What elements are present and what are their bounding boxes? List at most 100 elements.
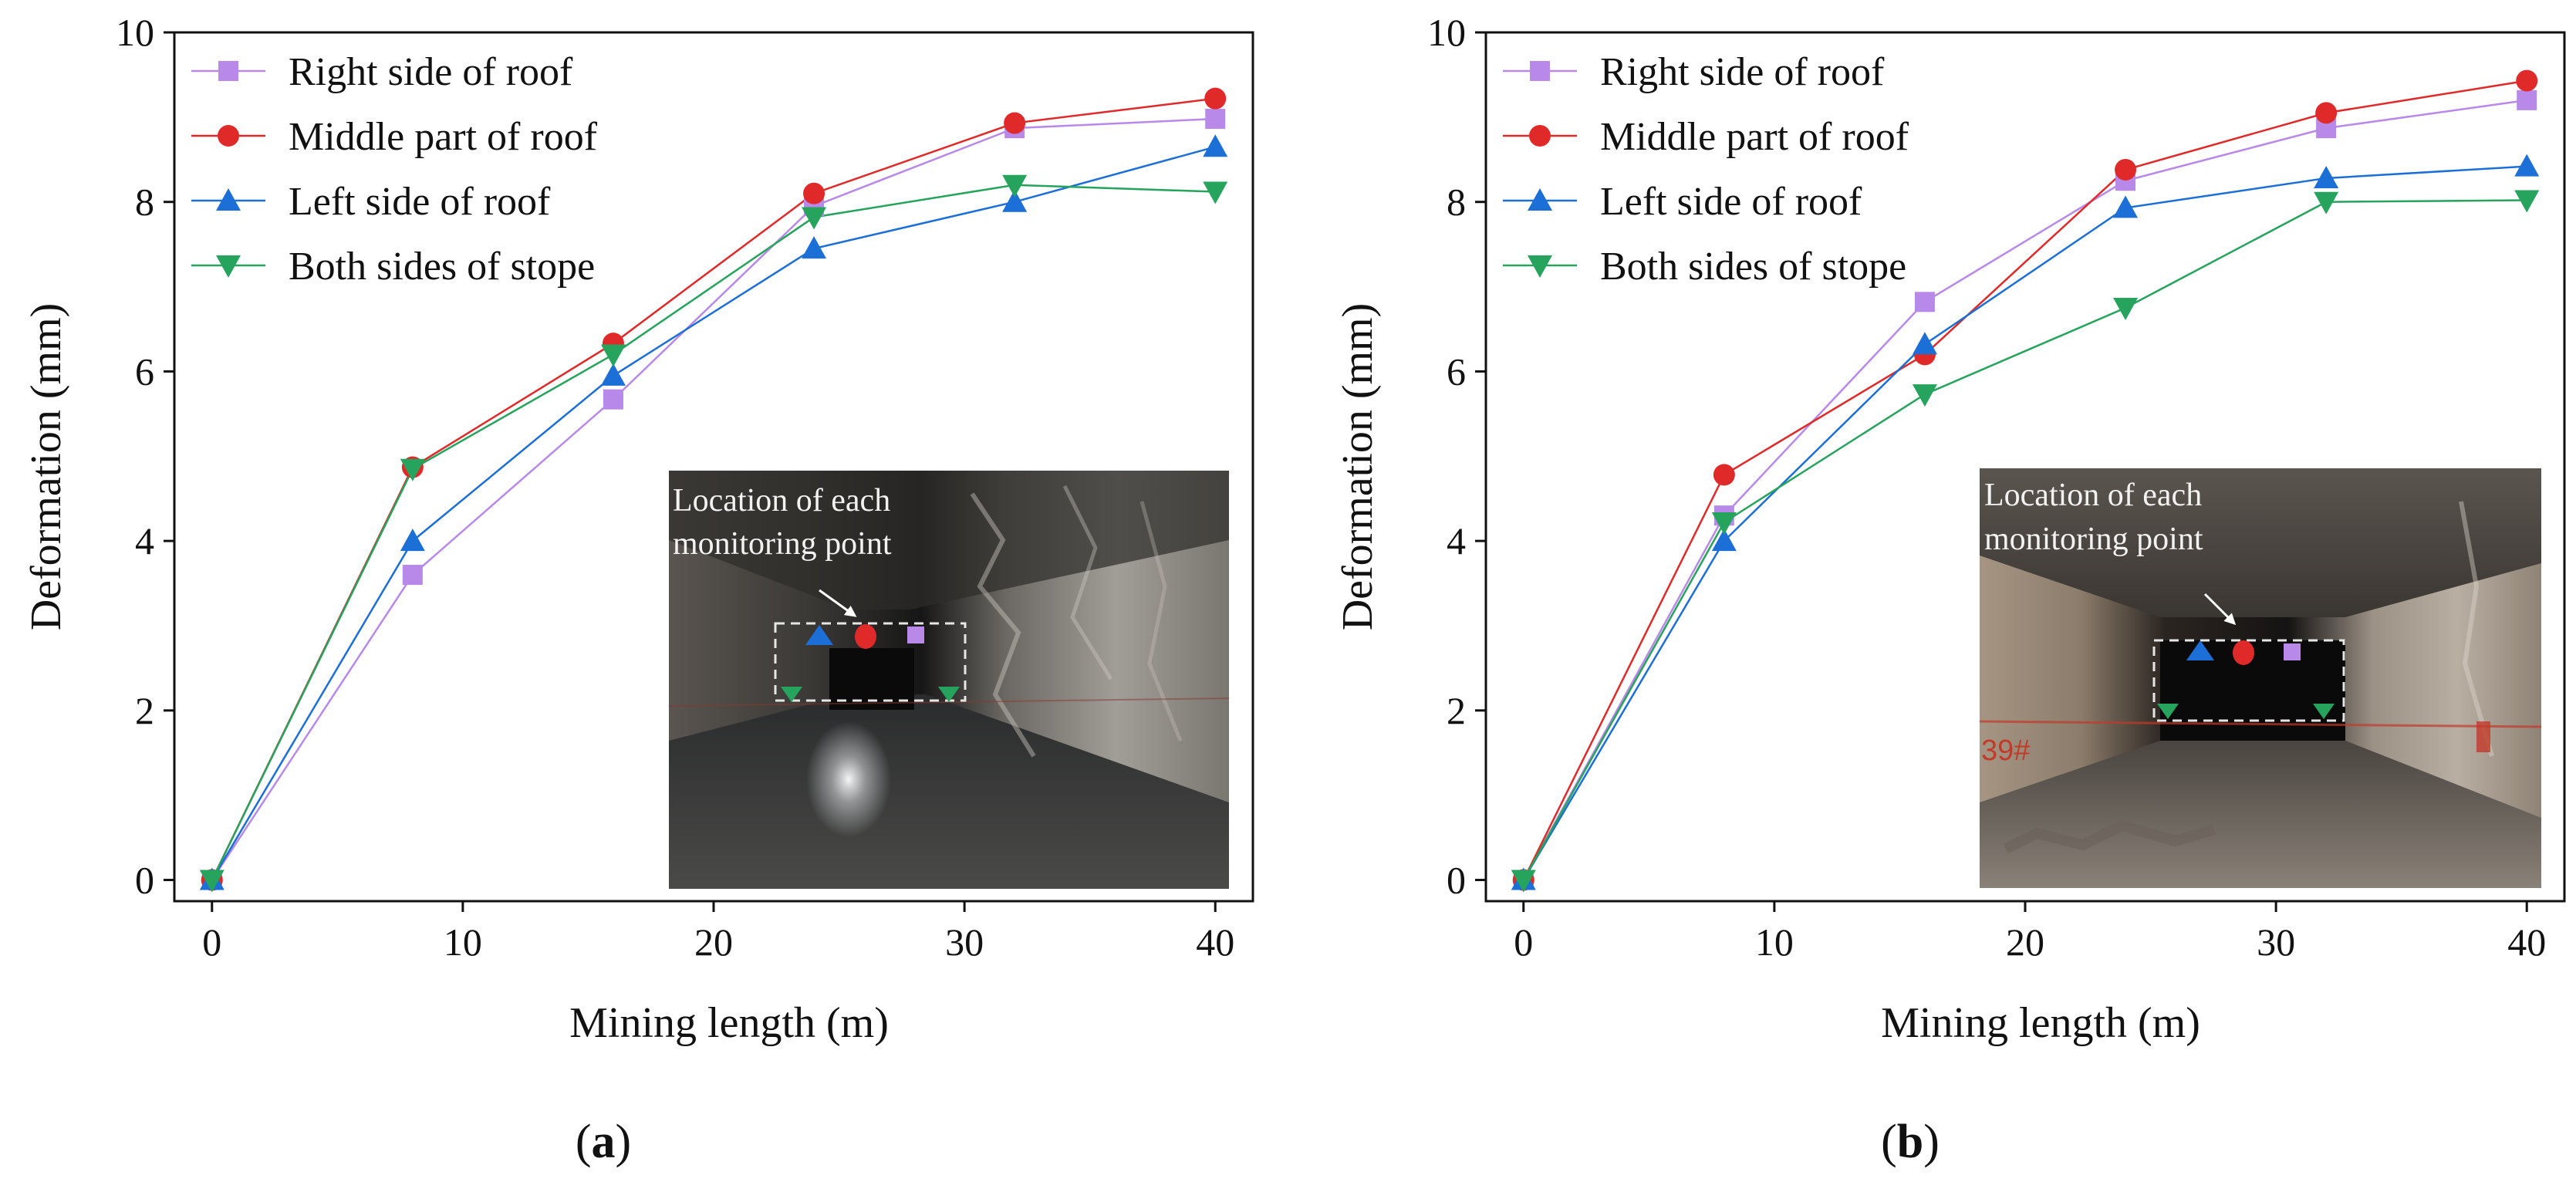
series-line-both_stope (211, 184, 1216, 881)
panel-label-b: (b) (1881, 1116, 1940, 1168)
legend-label-both_stope: Both sides of stope (1600, 245, 1906, 289)
x-tick-label: 20 (694, 920, 733, 964)
y-axis-title: Deformation (mm) (22, 303, 70, 631)
data-point-middle_roof (1713, 464, 1735, 486)
data-point-both_stope (1511, 870, 1536, 893)
inset-caption-b-line2: monitoring point (1984, 522, 2203, 557)
y-tick-label: 0 (1447, 859, 1466, 902)
y-tick-label: 2 (135, 689, 154, 732)
series-line-both_stope (1522, 199, 2527, 881)
data-point-left_roof (2314, 165, 2339, 188)
data-point-both_stope (2314, 191, 2339, 214)
plot-b: 0 10 20 30 40 0 2 4 6 8 10 Mining length (m) Deforma… (1334, 11, 2566, 1047)
data-point-middle_roof (1204, 87, 1227, 110)
monitor-left-stope-marker (781, 687, 802, 702)
plot-a: 0 10 20 30 40 0 2 4 6 8 10 Mining length (m) Deforma… (22, 11, 1254, 1047)
inset-caption-b-line1: Location of each (1984, 478, 2202, 513)
data-point-both_stope (400, 458, 425, 481)
y-tick-label: 4 (1447, 519, 1466, 562)
legend-label-left_roof: Left side of roof (1600, 180, 1862, 224)
x-axis-title: Mining length (m) (1881, 999, 2200, 1047)
legend-label-middle_roof: Middle part of roof (289, 115, 598, 159)
legend-marker-right_roof (1530, 61, 1550, 81)
data-point-both_stope (1002, 174, 1028, 198)
x-tick-label: 20 (2006, 920, 2044, 964)
inset-caption-a-line1: Location of each (673, 483, 890, 518)
monitor-middle-roof-marker (2233, 640, 2254, 665)
panel-a: Location of each monitoring point 0 10 20 3… (22, 11, 1254, 1168)
x-tick-label: 10 (444, 920, 482, 964)
x-tick-label: 0 (202, 920, 221, 964)
legend-marker-both_stope (1528, 255, 1552, 278)
inset-arrow-b (2203, 593, 2237, 626)
x-tick-label: 40 (2507, 920, 2546, 964)
data-point-both_stope (2113, 298, 2139, 321)
data-point-left_roof (2113, 195, 2139, 218)
series-line-middle_roof (1522, 79, 2527, 881)
data-point-right_roof (603, 389, 623, 410)
monitor-left-stope-marker (2157, 704, 2179, 719)
data-point-middle_roof (803, 182, 825, 204)
panel-b: 39# Location of each monitoring point 0 1… (1334, 11, 2566, 1168)
y-tick-label: 4 (135, 519, 154, 562)
y-tick-label: 10 (116, 11, 154, 54)
data-point-both_stope (600, 344, 626, 367)
data-point-left_roof (802, 236, 827, 259)
x-axis-title: Mining length (m) (569, 999, 889, 1047)
x-tick-label: 30 (945, 920, 984, 964)
x-tick-label: 30 (2257, 920, 2295, 964)
x-tick-label: 0 (1514, 920, 1533, 964)
inset-arrow-a (819, 589, 857, 617)
inset-photo-a (668, 471, 1230, 889)
monitor-right-stope-marker (938, 687, 960, 702)
monitor-left-roof-marker (805, 625, 833, 645)
y-tick-label: 8 (135, 181, 154, 224)
y-tick-label: 2 (1447, 689, 1466, 732)
data-point-middle_roof (1004, 112, 1026, 134)
legend-marker-both_stope (216, 255, 241, 278)
panel-label-a: (a) (576, 1116, 631, 1168)
series-line-right_roof (211, 117, 1216, 881)
y-tick-label: 0 (135, 859, 154, 902)
legend-marker-middle_roof (1529, 125, 1551, 147)
series-line-right_roof (1522, 99, 2527, 881)
data-point-left_roof (2514, 154, 2540, 177)
series-line-left_roof (211, 146, 1216, 881)
x-tick-label: 10 (1755, 920, 1794, 964)
monitor-right-roof-marker (907, 626, 924, 643)
y-tick-label: 6 (135, 350, 154, 393)
y-tick-label: 6 (1447, 350, 1466, 393)
data-point-left_roof (1203, 134, 1228, 157)
data-point-left_roof (600, 363, 626, 386)
monitor-right-roof-marker (2284, 643, 2301, 660)
data-point-middle_roof (2115, 158, 2137, 181)
data-point-both_stope (802, 207, 827, 230)
legend-marker-right_roof (218, 61, 238, 81)
data-point-right_roof (1914, 292, 1935, 312)
legend-label-middle_roof: Middle part of roof (1600, 115, 1909, 159)
data-point-both_stope (199, 870, 225, 893)
data-point-right_roof (1205, 109, 1226, 130)
legend-marker-left_roof (216, 188, 241, 211)
inset-tag-b: 39# (1981, 735, 2030, 767)
legend-label-right_roof: Right side of roof (1600, 50, 1885, 94)
data-point-middle_roof (2315, 102, 2338, 124)
legend-label-both_stope: Both sides of stope (289, 245, 595, 289)
legend-marker-left_roof (1528, 188, 1552, 211)
series-line-left_roof (1522, 165, 2527, 881)
data-point-left_roof (400, 529, 425, 552)
monitor-middle-roof-marker (855, 624, 876, 649)
inset-caption-a-line2: monitoring point (673, 526, 892, 562)
legend-marker-middle_roof (218, 125, 239, 147)
data-point-left_roof (1912, 332, 1937, 355)
data-point-left_roof (1711, 529, 1737, 552)
legend-label-right_roof: Right side of roof (289, 50, 573, 94)
data-point-right_roof (2517, 89, 2537, 110)
x-tick-label: 40 (1196, 920, 1234, 964)
y-axis-title: Deformation (mm) (1334, 303, 1382, 631)
monitoring-box-a (774, 622, 967, 702)
data-point-both_stope (1711, 512, 1737, 535)
inset-photo-b (1979, 468, 2542, 888)
data-point-both_stope (1203, 181, 1228, 204)
